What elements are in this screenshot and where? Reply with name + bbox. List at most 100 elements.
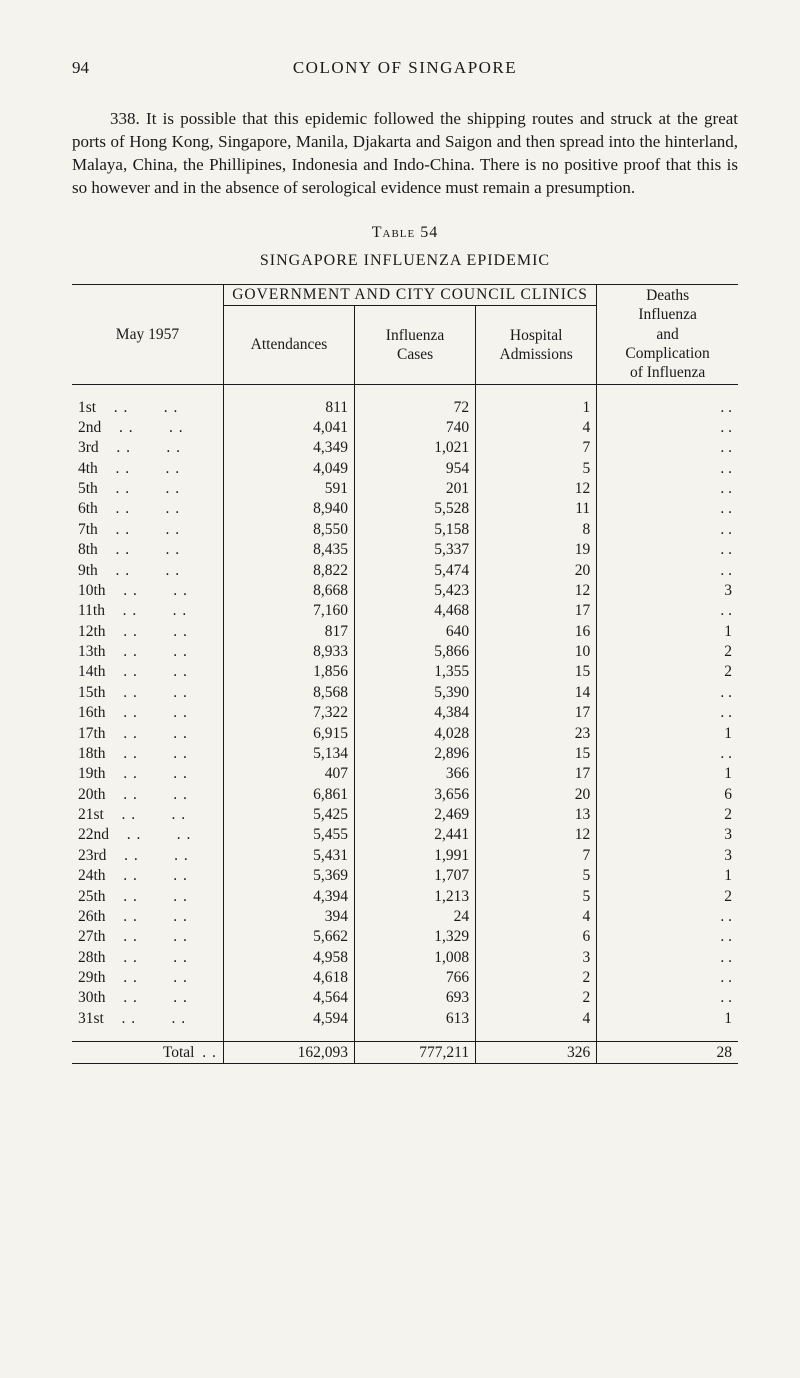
row-date: 2nd. .. .	[72, 418, 223, 438]
row-cases: 740	[355, 418, 476, 438]
row-deaths: . .	[597, 948, 738, 968]
table-row: 21st. .. .5,4252,469132	[72, 805, 738, 825]
row-cases: 5,866	[355, 642, 476, 662]
row-date: 26th. .. .	[72, 907, 223, 927]
row-date: 10th. .. .	[72, 581, 223, 601]
table-row: 24th. .. .5,3691,70751	[72, 866, 738, 886]
row-hosp: 4	[476, 418, 597, 438]
row-attend: 8,550	[223, 520, 354, 540]
row-hosp: 4	[476, 907, 597, 927]
row-deaths: 1	[597, 866, 738, 886]
table-row: 27th. .. .5,6621,3296. .	[72, 927, 738, 947]
spanner-head: GOVERNMENT AND CITY COUNCIL CLINICS	[223, 284, 596, 305]
row-hosp: 15	[476, 744, 597, 764]
row-deaths: . .	[597, 418, 738, 438]
row-attend: 1,856	[223, 662, 354, 682]
row-hosp: 1	[476, 397, 597, 417]
row-attend: 591	[223, 479, 354, 499]
row-date: 22nd. .. .	[72, 825, 223, 845]
row-cases: 3,656	[355, 785, 476, 805]
row-attend: 5,662	[223, 927, 354, 947]
row-deaths: . .	[597, 397, 738, 417]
row-cases: 24	[355, 907, 476, 927]
table-row: 15th. .. .8,5685,39014. .	[72, 683, 738, 703]
table-row: 31st. .. .4,59461341	[72, 1009, 738, 1029]
row-cases: 4,028	[355, 723, 476, 743]
row-attend: 6,915	[223, 723, 354, 743]
row-date: 25th. .. .	[72, 886, 223, 906]
row-hosp: 8	[476, 520, 597, 540]
row-deaths: 1	[597, 723, 738, 743]
row-attend: 5,369	[223, 866, 354, 886]
row-deaths: . .	[597, 683, 738, 703]
table-row: 14th. .. .1,8561,355152	[72, 662, 738, 682]
row-cases: 5,337	[355, 540, 476, 560]
row-date: 24th. .. .	[72, 866, 223, 886]
row-hosp: 17	[476, 601, 597, 621]
row-deaths: 1	[597, 1009, 738, 1029]
row-cases: 1,355	[355, 662, 476, 682]
row-deaths: . .	[597, 601, 738, 621]
stub-head: May 1957	[72, 284, 223, 384]
row-deaths: . .	[597, 438, 738, 458]
row-hosp: 23	[476, 723, 597, 743]
row-deaths: . .	[597, 520, 738, 540]
row-deaths: . .	[597, 459, 738, 479]
row-cases: 1,213	[355, 886, 476, 906]
row-hosp: 17	[476, 703, 597, 723]
row-cases: 5,158	[355, 520, 476, 540]
row-hosp: 15	[476, 662, 597, 682]
row-cases: 2,896	[355, 744, 476, 764]
table-row: 10th. .. .8,6685,423123	[72, 581, 738, 601]
row-deaths: . .	[597, 744, 738, 764]
row-deaths: . .	[597, 988, 738, 1008]
total-attend: 162,093	[223, 1042, 354, 1063]
row-deaths: 2	[597, 805, 738, 825]
row-hosp: 20	[476, 785, 597, 805]
row-hosp: 2	[476, 988, 597, 1008]
table-row: 7th. .. .8,5505,1588. .	[72, 520, 738, 540]
row-attend: 811	[223, 397, 354, 417]
col-head-cases: InfluenzaCases	[355, 306, 476, 385]
table-row: 9th. .. .8,8225,47420. .	[72, 560, 738, 580]
row-cases: 5,474	[355, 560, 476, 580]
row-attend: 8,435	[223, 540, 354, 560]
row-attend: 817	[223, 622, 354, 642]
row-deaths: 2	[597, 886, 738, 906]
row-hosp: 6	[476, 927, 597, 947]
table-row: 18th. .. .5,1342,89615. .	[72, 744, 738, 764]
row-attend: 4,349	[223, 438, 354, 458]
table-row: 22nd. .. .5,4552,441123	[72, 825, 738, 845]
row-deaths: . .	[597, 703, 738, 723]
row-attend: 4,564	[223, 988, 354, 1008]
table-row: 4th. .. .4,0499545. .	[72, 459, 738, 479]
table-row: 3rd. .. .4,3491,0217. .	[72, 438, 738, 458]
row-hosp: 7	[476, 438, 597, 458]
total-hosp: 326	[476, 1042, 597, 1063]
row-cases: 613	[355, 1009, 476, 1029]
table-row: 29th. .. .4,6187662. .	[72, 968, 738, 988]
table-row: 23rd. .. .5,4311,99173	[72, 846, 738, 866]
row-date: 31st. .. .	[72, 1009, 223, 1029]
row-attend: 4,394	[223, 886, 354, 906]
row-deaths: 2	[597, 662, 738, 682]
row-hosp: 5	[476, 459, 597, 479]
table-row: 25th. .. .4,3941,21352	[72, 886, 738, 906]
row-hosp: 5	[476, 866, 597, 886]
row-cases: 640	[355, 622, 476, 642]
row-attend: 5,425	[223, 805, 354, 825]
row-hosp: 14	[476, 683, 597, 703]
row-date: 3rd. .. .	[72, 438, 223, 458]
col-head-hosp: HospitalAdmissions	[476, 306, 597, 385]
row-attend: 8,940	[223, 499, 354, 519]
row-cases: 72	[355, 397, 476, 417]
row-hosp: 12	[476, 581, 597, 601]
row-attend: 8,668	[223, 581, 354, 601]
row-attend: 4,594	[223, 1009, 354, 1029]
row-date: 19th. .. .	[72, 764, 223, 784]
row-hosp: 19	[476, 540, 597, 560]
row-hosp: 4	[476, 1009, 597, 1029]
row-deaths: . .	[597, 968, 738, 988]
total-cases: 777,211	[355, 1042, 476, 1063]
row-deaths: 1	[597, 622, 738, 642]
